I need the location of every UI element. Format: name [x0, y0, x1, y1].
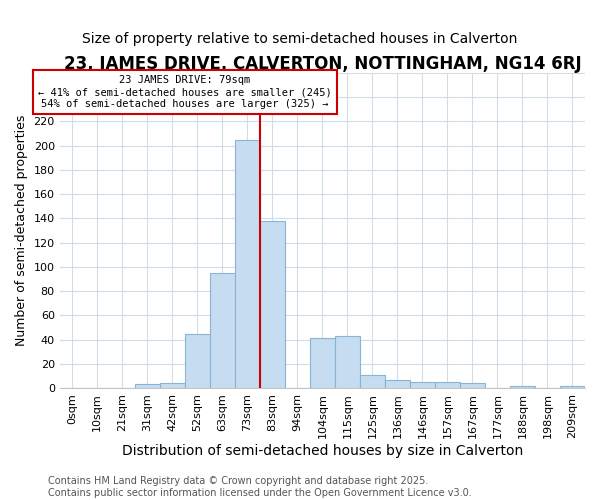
Bar — [260, 221, 285, 388]
Bar — [560, 386, 585, 388]
Bar — [135, 384, 160, 388]
Bar — [460, 383, 485, 388]
Bar — [410, 382, 435, 388]
Bar — [385, 380, 410, 388]
Bar — [160, 383, 185, 388]
Bar — [360, 375, 385, 388]
Bar — [310, 338, 335, 388]
Text: Contains HM Land Registry data © Crown copyright and database right 2025.
Contai: Contains HM Land Registry data © Crown c… — [48, 476, 472, 498]
Title: 23, JAMES DRIVE, CALVERTON, NOTTINGHAM, NG14 6RJ: 23, JAMES DRIVE, CALVERTON, NOTTINGHAM, … — [64, 55, 581, 73]
Bar — [510, 386, 535, 388]
Bar — [235, 140, 260, 388]
Bar — [210, 273, 235, 388]
Text: 23 JAMES DRIVE: 79sqm
← 41% of semi-detached houses are smaller (245)
54% of sem: 23 JAMES DRIVE: 79sqm ← 41% of semi-deta… — [38, 76, 332, 108]
Bar — [335, 336, 360, 388]
Bar — [185, 334, 210, 388]
X-axis label: Distribution of semi-detached houses by size in Calverton: Distribution of semi-detached houses by … — [122, 444, 523, 458]
Y-axis label: Number of semi-detached properties: Number of semi-detached properties — [15, 115, 28, 346]
Text: Size of property relative to semi-detached houses in Calverton: Size of property relative to semi-detach… — [82, 32, 518, 46]
Bar — [435, 382, 460, 388]
